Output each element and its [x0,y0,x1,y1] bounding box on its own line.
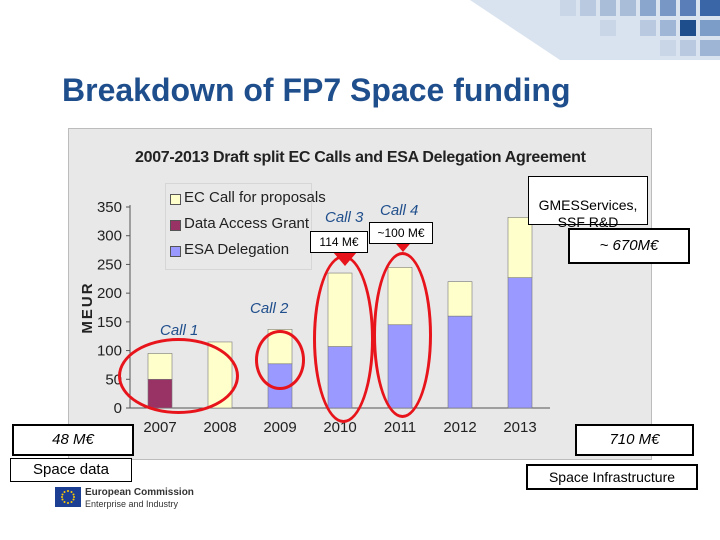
annotation-call2: Call 2 [250,300,289,317]
header-decoration [470,0,720,60]
legend-label: Data Access Grant [184,215,310,232]
y-tick-label: 200 [97,285,122,302]
y-tick-label: 350 [97,199,122,216]
arrow-call3 [333,252,357,266]
x-tick-label: 2012 [443,419,476,436]
call3-amount: 114 M€ [319,235,359,249]
bar-segment-ec-call-for-proposals [507,217,533,278]
right-label-box: Space Infrastructure [526,464,698,490]
right-label: Space Infrastructure [548,469,676,485]
highlight-ellipse-call1 [118,338,239,414]
y-tick-label: 50 [105,371,122,388]
bar-segment-esa-delegation [507,277,533,409]
right-amount: 710 M€ [609,431,660,448]
chart-title: 2007-2013 Draft split EC Calls and ESA D… [135,149,586,166]
left-label: Space data [33,461,109,478]
left-label-box: Space data [10,458,132,482]
gmes-box: GMESServices, SSF R&D [528,176,648,230]
x-tick-label: 2011 [384,419,416,436]
legend-swatch-data-access [170,220,181,231]
chart-legend: EC Call for proposals Data Access Grant … [165,183,326,270]
legend-swatch-ec-call [170,194,181,205]
annotation-call4: Call 4 [380,202,419,219]
y-tick-label: 0 [114,400,122,417]
x-tick-label: 2009 [263,419,296,436]
gmes-label: GMESServices, SSF R&D [538,197,638,230]
call4-amount-box: ~100 M€ [369,222,433,244]
call3-amount-box: 114 M€ [310,231,368,253]
annotation-call3: Call 3 [325,209,364,226]
call4-amount: ~100 M€ [377,226,425,240]
highlight-ellipse-call2 [255,330,305,390]
bar-segment-esa-delegation [447,315,473,409]
annotation-call1: Call 1 [160,322,199,339]
logo-line1: European Commission [85,487,194,498]
right-amount-box: 710 M€ [575,424,694,456]
logo-line2: Enterprise and Industry [85,499,179,509]
y-tick-label: 250 [97,256,122,273]
highlight-ellipse-call3 [313,255,374,423]
left-amount-box: 48 M€ [12,424,134,456]
legend-swatch-esa [170,246,181,257]
gmes-amount-box: ~ 670M€ [568,228,690,264]
slide-title: Breakdown of FP7 Space funding [62,72,571,108]
x-tick-label: 2008 [203,419,236,436]
y-tick-label: 300 [97,228,122,245]
bar-segment-ec-call-for-proposals [447,281,473,317]
y-tick-label: 100 [97,343,122,360]
european-commission-logo: European Commission Enterprise and Indus… [55,487,195,515]
highlight-ellipse-call4 [373,252,432,418]
legend-label: EC Call for proposals [184,189,326,206]
y-axis-title: MEUR [79,281,96,333]
gmes-amount: ~ 670M€ [599,237,659,254]
x-tick-label: 2013 [503,419,536,436]
left-amount: 48 M€ [52,431,94,448]
y-tick-label: 150 [97,314,122,331]
eu-flag-icon [55,487,81,507]
x-tick-label: 2007 [143,419,176,436]
legend-label: ESA Delegation [184,241,290,258]
x-tick-label: 2010 [323,419,356,436]
